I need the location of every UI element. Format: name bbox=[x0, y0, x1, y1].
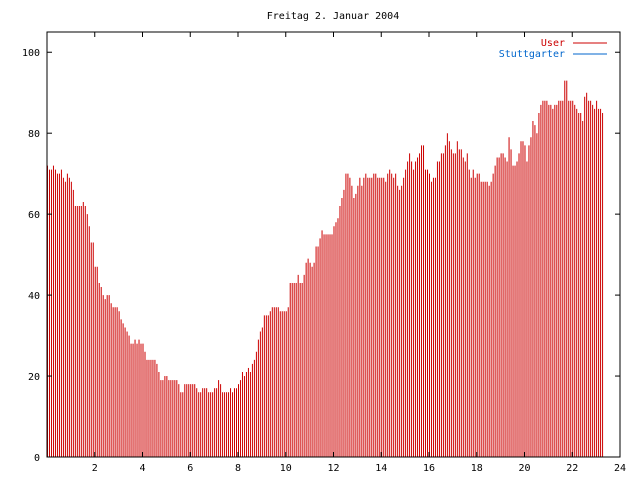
chart-title: Freitag 2. Januar 2004 bbox=[267, 11, 399, 22]
x-tick-label: 18 bbox=[471, 463, 483, 474]
x-tick-label: 14 bbox=[375, 463, 387, 474]
x-tick-label: 4 bbox=[139, 463, 145, 474]
x-tick-label: 24 bbox=[614, 463, 626, 474]
x-tick-label: 16 bbox=[423, 463, 435, 474]
y-tick-label: 40 bbox=[28, 291, 40, 302]
y-tick-label: 80 bbox=[28, 129, 40, 140]
x-tick-label: 12 bbox=[327, 463, 339, 474]
y-tick-label: 60 bbox=[28, 210, 40, 221]
y-tick-label: 20 bbox=[28, 372, 40, 383]
y-tick-label: 0 bbox=[34, 453, 40, 464]
legend-label: User bbox=[541, 38, 565, 49]
legend-label: Stuttgarter bbox=[499, 49, 565, 60]
bars-group bbox=[47, 80, 620, 458]
y-tick-label: 100 bbox=[22, 48, 40, 59]
x-tick-label: 20 bbox=[518, 463, 530, 474]
x-tick-label: 22 bbox=[566, 463, 578, 474]
x-tick-label: 10 bbox=[280, 463, 292, 474]
x-tick-label: 2 bbox=[92, 463, 98, 474]
x-tick-label: 8 bbox=[235, 463, 241, 474]
x-tick-label: 6 bbox=[187, 463, 193, 474]
